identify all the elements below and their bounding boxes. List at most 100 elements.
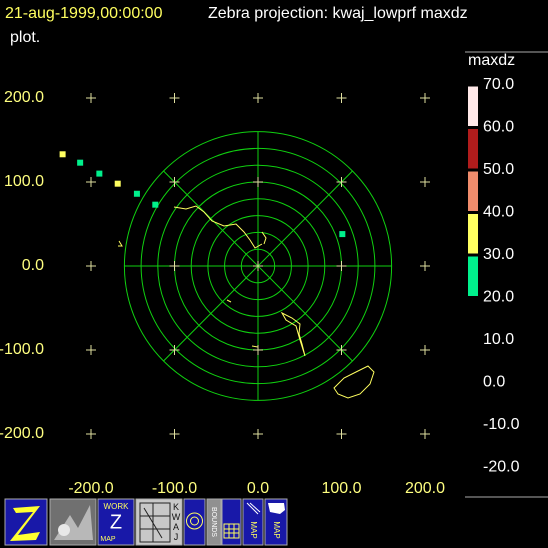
colorbar-segment xyxy=(468,256,478,296)
colorbar-label: -10.0 xyxy=(483,416,520,433)
radar-button[interactable] xyxy=(183,498,206,546)
colorbar-segment xyxy=(468,129,478,169)
grid-cross xyxy=(420,93,430,103)
grid-cross xyxy=(253,345,263,355)
plot-time: 21-aug-1999,00:00:00 xyxy=(5,5,163,22)
colorbar-segment xyxy=(468,214,478,254)
x-tick-label: 0.0 xyxy=(247,480,269,497)
y-tick-label: -200.0 xyxy=(0,425,44,442)
button-face xyxy=(135,498,183,546)
map-icon xyxy=(139,502,171,543)
bounds-button[interactable]: BOUNDS xyxy=(206,498,222,546)
grid-cross xyxy=(420,429,430,439)
colorbar-segment xyxy=(468,86,478,126)
coastlines xyxy=(118,205,375,399)
island-southeast xyxy=(333,365,375,399)
button-face xyxy=(206,498,222,546)
grid-cross xyxy=(253,177,263,187)
button-face xyxy=(97,498,135,546)
spoke xyxy=(257,265,353,362)
echo-cell xyxy=(114,180,121,187)
satellite-image xyxy=(58,524,70,536)
toolbar: WORK Z MAP KWAJ BOUNDS MAP xyxy=(4,498,288,546)
grid-cross xyxy=(253,429,263,439)
us-map-button[interactable]: MAP xyxy=(264,498,288,546)
grid-cross xyxy=(336,429,347,439)
work-map-button[interactable]: WORK Z MAP xyxy=(97,498,135,546)
grid-cross xyxy=(420,261,430,271)
map-button[interactable]: MAP xyxy=(242,498,264,546)
x-tick-label: 200.0 xyxy=(405,480,445,497)
grid-cross xyxy=(169,429,180,439)
grid-cross xyxy=(169,93,180,103)
islet xyxy=(118,240,123,247)
colorbar-label: 50.0 xyxy=(483,161,514,178)
grid-cross xyxy=(253,93,263,103)
grid-icon xyxy=(223,523,240,539)
x-tick-label: 100.0 xyxy=(321,480,361,497)
grid-cross xyxy=(169,177,180,187)
colorbar-segment xyxy=(468,171,478,211)
button-label: MAP xyxy=(100,536,116,543)
colorbar-label: 0.0 xyxy=(483,374,505,391)
button-label: MAP xyxy=(272,521,281,538)
grid-cross xyxy=(336,93,347,103)
islet xyxy=(261,231,267,245)
echo-cell xyxy=(77,159,84,166)
islet xyxy=(251,345,259,348)
map-icon xyxy=(268,503,285,514)
grid-cross xyxy=(86,93,96,103)
echo-cell xyxy=(59,151,66,158)
spoke xyxy=(257,170,353,267)
colorbar-title: maxdz xyxy=(468,52,515,69)
radar-icon xyxy=(186,512,203,530)
echo-cell xyxy=(152,201,159,208)
grid-cross xyxy=(420,345,430,355)
spoke xyxy=(163,170,259,267)
grid-cross xyxy=(336,345,347,355)
plot-title: Zebra projection: kwaj_lowprf maxdz xyxy=(208,5,468,22)
grid-cross xyxy=(86,429,96,439)
islet xyxy=(226,299,232,303)
grid-cross xyxy=(86,261,96,271)
spoke xyxy=(163,265,259,362)
grid-cross xyxy=(336,177,347,187)
colorbar-label: 60.0 xyxy=(483,119,514,136)
atoll-north xyxy=(173,205,263,249)
plot-title-cont: plot. xyxy=(10,29,40,46)
grid-button[interactable] xyxy=(221,498,242,546)
zebra-logo xyxy=(10,506,40,541)
colorbar-label: -20.0 xyxy=(483,459,520,476)
x-tick-label: -200.0 xyxy=(68,480,113,497)
grid-cross xyxy=(420,177,430,187)
button-face xyxy=(183,498,206,546)
grid-cross xyxy=(86,177,96,187)
colorbar-label: 10.0 xyxy=(483,331,514,348)
echo-cell xyxy=(339,231,346,238)
radar-icon xyxy=(190,516,199,526)
grid-cross xyxy=(336,261,347,271)
grid-cross xyxy=(86,345,96,355)
grid-cross xyxy=(169,345,180,355)
y-tick-label: 100.0 xyxy=(4,173,44,190)
colorbar-label: 40.0 xyxy=(483,204,514,221)
button-label: Z xyxy=(110,511,122,533)
atoll-south xyxy=(280,311,306,357)
grid-cross xyxy=(253,261,263,271)
kwaj-map-button[interactable]: KWAJ xyxy=(135,498,183,546)
y-tick-label: 0.0 xyxy=(22,257,44,274)
zebra-button[interactable] xyxy=(4,498,48,546)
colorbar-label: 20.0 xyxy=(483,289,514,306)
button-label: BOUNDS xyxy=(210,507,217,537)
y-tick-label: -100.0 xyxy=(0,341,44,358)
echo-cell xyxy=(96,170,103,177)
echo-cell xyxy=(133,190,140,197)
colorbar-label: 30.0 xyxy=(483,246,514,263)
grid-cross xyxy=(169,261,180,271)
y-tick-label: 200.0 xyxy=(4,89,44,106)
button-label: WORK xyxy=(104,502,130,511)
satellite-button[interactable] xyxy=(49,498,97,546)
button-label: MAP xyxy=(249,521,258,538)
